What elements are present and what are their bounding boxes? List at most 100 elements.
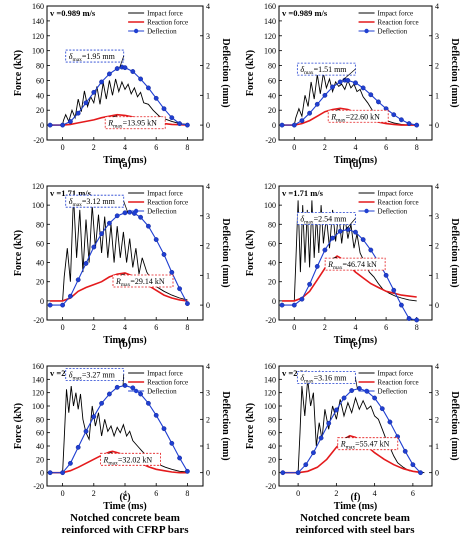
x-tick-label: 4: [354, 143, 358, 152]
legend-reaction-force-label: Reaction force: [378, 379, 419, 387]
deflection-line: [50, 384, 188, 474]
caption-right-line1: Notched concrete beam: [300, 512, 410, 524]
deflection-point: [169, 440, 175, 446]
y-tick-label-force: 60: [36, 239, 44, 248]
y-tick-label-force: -20: [33, 136, 44, 145]
y-tick-label-deflection: 3: [206, 212, 210, 221]
legend-deflection-label: Deflection: [147, 388, 177, 396]
y-tick-label-deflection: 4: [206, 2, 210, 11]
y-tick-label-force: 0: [40, 297, 44, 306]
x-tick-label: 0: [296, 489, 300, 498]
reaction-annotation-value: =32.02 kN: [118, 455, 153, 464]
caption-left-line2: reinforced with CFRP bars: [61, 524, 189, 536]
x-tick-label: 2: [323, 323, 327, 332]
deflection-point: [279, 302, 285, 308]
y-tick-label-deflection: 3: [435, 212, 439, 221]
deflection-point: [345, 78, 351, 83]
deflection-point: [68, 293, 73, 299]
plot-frame: [278, 365, 433, 487]
deflection-point: [114, 384, 120, 390]
deflection-line: [50, 211, 188, 306]
deflection-point: [337, 79, 343, 85]
y-tick-label-force: -20: [265, 482, 276, 491]
y-tick-label-deflection: 3: [206, 32, 210, 41]
deflection-point: [391, 287, 397, 293]
deflection-point: [83, 100, 89, 106]
panel-label: (a): [119, 159, 131, 170]
deflection-point: [138, 391, 144, 397]
reaction-annotation-symbol: R: [103, 455, 109, 464]
deflection-point: [291, 302, 297, 308]
y-tick-label-force: 160: [264, 362, 276, 371]
deflection-annotation-arrow: [345, 218, 356, 230]
deflection-annotation-sub: max: [304, 219, 314, 225]
x-tick-label: 6: [154, 143, 158, 152]
deflection-point: [341, 395, 347, 401]
y-tick-label-force: 40: [268, 91, 276, 100]
y-tick-label-force: 80: [36, 415, 44, 424]
chart-panel-b: 0 2 4 6 8 -20 0 20 40 60 80 100 120 0 1 2 3 4 Time (ms) For…: [13, 182, 231, 350]
y-axis-label-right: Deflection (mm): [449, 391, 460, 460]
x-tick-label: 4: [123, 323, 127, 332]
deflection-annotation-arrow: [119, 55, 125, 68]
y-tick-label-force: 120: [264, 32, 276, 41]
deflection-point: [161, 252, 167, 257]
y-axis-label-left: Force (kN): [245, 230, 256, 276]
x-tick-label: 2: [334, 489, 338, 498]
reaction-annotation-arrow: [120, 273, 126, 276]
x-axis-label: Time (ms): [103, 155, 146, 166]
x-tick-label: 8: [185, 489, 189, 498]
y-tick-label-deflection: 2: [206, 415, 210, 424]
y-tick-label-force: 100: [264, 47, 276, 56]
deflection-point: [391, 112, 397, 118]
deflection-point: [406, 316, 412, 321]
deflection-annotation-value: =1.51 mm: [314, 65, 348, 74]
deflection-annotation-sub: max: [304, 70, 314, 76]
y-tick-label-force: 0: [272, 121, 276, 130]
reaction-annotation-arrow: [333, 256, 338, 259]
deflection-point: [122, 210, 128, 216]
deflection-point: [114, 213, 120, 219]
y-tick-label-deflection: 1: [435, 442, 439, 451]
deflection-point: [398, 302, 404, 308]
deflection-annotation-value: =2.54 mm: [314, 214, 348, 223]
y-tick-label-force: -20: [33, 482, 44, 491]
y-tick-label-force: 120: [264, 389, 276, 398]
deflection-annotation-symbol: δ: [69, 370, 73, 379]
reaction-annotation: Rmax=46.74 kN: [327, 260, 377, 271]
deflection-point: [130, 385, 136, 391]
impact-force-line: [282, 379, 425, 474]
y-tick-label-force: 100: [32, 47, 44, 56]
y-tick-label-force: 20: [36, 106, 44, 115]
reaction-annotation-sub: max: [108, 460, 118, 466]
deflection-point: [75, 277, 81, 283]
y-tick-label-deflection: 3: [435, 32, 439, 41]
y-tick-label-deflection: 0: [435, 121, 439, 130]
reaction-annotation-arrow: [113, 115, 118, 118]
legend-impact-force-label: Impact force: [147, 370, 183, 378]
y-tick-label-deflection: 1: [435, 271, 439, 280]
deflection-annotation-symbol: δ: [300, 65, 304, 74]
y-tick-label-force: 80: [268, 62, 276, 71]
deflection-point: [383, 272, 389, 278]
y-axis-label-left: Force (kN): [13, 50, 24, 96]
deflection-point: [398, 117, 404, 123]
deflection-point: [322, 247, 328, 253]
reaction-annotation-symbol: R: [330, 112, 336, 121]
velocity-label: v =0.989 m/s: [50, 8, 96, 18]
y-tick-label-force: 100: [264, 201, 276, 210]
deflection-point: [280, 470, 286, 476]
y-tick-label-force: 80: [36, 62, 44, 71]
y-tick-label-deflection: 4: [435, 2, 439, 11]
y-tick-label-force: 160: [32, 2, 44, 11]
deflection-point: [75, 444, 81, 450]
deflection-point: [138, 76, 144, 82]
deflection-point: [333, 407, 339, 413]
reaction-annotation-symbol: R: [107, 119, 113, 128]
y-axis-label-left: Force (kN): [245, 403, 256, 449]
legend-deflection-marker: [364, 208, 369, 214]
deflection-point: [379, 406, 385, 412]
deflection-point: [307, 281, 312, 287]
deflection-point: [372, 395, 378, 401]
deflection-point: [322, 92, 328, 98]
